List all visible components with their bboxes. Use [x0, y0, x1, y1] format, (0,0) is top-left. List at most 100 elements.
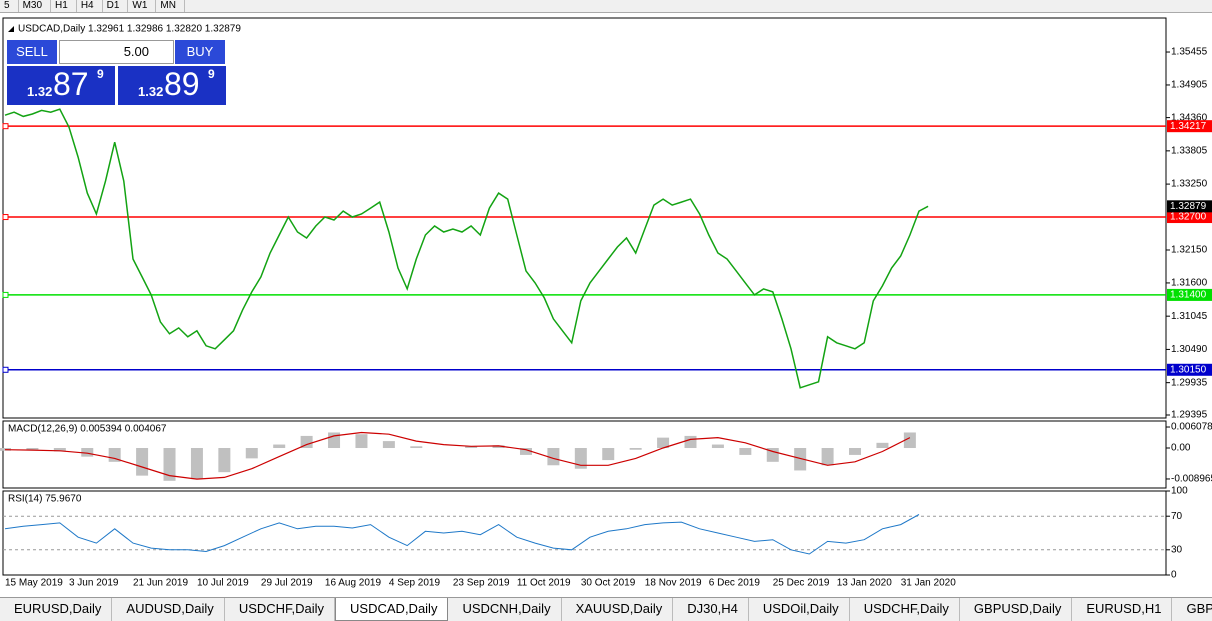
y-tick-label: 100 [1171, 486, 1188, 497]
chart-tab[interactable]: DJ30,H4 [673, 598, 749, 621]
macd-bar [876, 442, 889, 449]
timeframe-button[interactable]: MN [156, 0, 185, 12]
timeframe-button[interactable]: D1 [103, 0, 129, 12]
y-tick-label: 1.34360 [1171, 112, 1208, 123]
chart-tab[interactable]: USDCHF,Daily [225, 598, 336, 621]
macd-bar [492, 445, 505, 449]
y-tick-label: 30 [1171, 544, 1183, 555]
level-tag [1167, 120, 1212, 133]
x-tick-label: 23 Sep 2019 [453, 578, 510, 589]
macd-bar [136, 448, 149, 476]
x-tick-label: 30 Oct 2019 [581, 578, 636, 589]
level-label: 1.31400 [1170, 290, 1207, 301]
ask-quote[interactable]: 1.32 89 9 [118, 66, 226, 105]
macd-bar [519, 448, 532, 455]
chart-tab[interactable]: GBPUSD,Daily [960, 598, 1073, 621]
macd-panel [2, 420, 1167, 489]
x-tick-label: 15 May 2019 [5, 578, 63, 589]
level-tag [1167, 363, 1212, 376]
ask-big: 1.32 [138, 84, 164, 99]
chart-tab[interactable]: EURUSD,H1 [1072, 598, 1173, 621]
y-tick-label: 0.00 [1171, 443, 1191, 454]
bid-big: 1.32 [27, 84, 53, 99]
macd-bar [547, 448, 560, 466]
chart-tab[interactable]: EURUSD,Daily [0, 598, 113, 621]
bid-quote[interactable]: 1.32 87 9 [7, 66, 115, 105]
macd-bar [410, 446, 423, 449]
y-tick-label: 1.31045 [1171, 311, 1208, 322]
macd-bar [163, 448, 176, 481]
y-tick-label: 1.32150 [1171, 245, 1208, 256]
rsi-line [4, 514, 920, 555]
x-tick-label: 10 Jul 2019 [197, 578, 249, 589]
chart-window: USDCAD,Daily 1.32961 1.32986 1.32820 1.3… [0, 17, 1212, 589]
y-tick-label: 1.29935 [1171, 377, 1208, 388]
y-tick-label: -0.008965 [1171, 474, 1212, 485]
macd-bar [81, 448, 94, 457]
chart-tab[interactable]: USDCHF,Daily [850, 598, 960, 621]
x-tick-label: 3 Jun 2019 [69, 578, 119, 589]
y-tick-label: 1.33805 [1171, 145, 1208, 156]
macd-bar [711, 444, 724, 449]
macd-bar [245, 448, 258, 459]
last-price-label: 1.32879 [1170, 201, 1207, 212]
y-tick-label: 1.35455 [1171, 47, 1208, 58]
chart-tab[interactable]: USDCNH,Daily [448, 598, 562, 621]
level-label: 1.30150 [1170, 364, 1207, 375]
chart-tab[interactable]: GBPAUD,H1 [1172, 598, 1212, 621]
macd-title: MACD(12,26,9) 0.005394 0.004067 [8, 424, 167, 435]
level-tag [1167, 288, 1212, 301]
macd-bar [629, 448, 642, 450]
bid-main: 87 [53, 66, 89, 102]
macd-bar [849, 448, 862, 455]
one-click-trading: SELL 5.00 BUY 1.32 87 9 1.32 89 9 [7, 40, 226, 105]
macd-bar [657, 437, 670, 449]
panel-arrow [8, 26, 14, 32]
x-tick-label: 29 Jul 2019 [261, 578, 313, 589]
volume: 5.00 [123, 44, 149, 59]
timeframe-button[interactable]: 5 [0, 0, 19, 12]
timeframe-button[interactable]: H4 [77, 0, 103, 12]
macd-bar [574, 448, 587, 469]
macd-bar [355, 434, 368, 449]
chart-title: USDCAD,Daily 1.32961 1.32986 1.32820 1.3… [18, 24, 241, 35]
level-tag [1167, 211, 1212, 224]
ask-main: 89 [164, 66, 200, 102]
x-tick-label: 13 Jan 2020 [837, 578, 892, 589]
chart-tab[interactable]: XAUUSD,Daily [562, 598, 674, 621]
x-tick-label: 6 Dec 2019 [709, 578, 761, 589]
y-tick-label: 1.34905 [1171, 80, 1208, 91]
bid-sup: 9 [97, 67, 104, 81]
macd-bar [794, 448, 807, 471]
x-tick-label: 21 Jun 2019 [133, 578, 188, 589]
chart-tabs: EURUSD,Daily AUDUSD,Daily USDCHF,Daily USDC… [0, 597, 1212, 621]
timeframe-toolbar: 5 M30 H1 H4 D1 W1 MN [0, 0, 1212, 13]
last-price-tag [1167, 200, 1212, 213]
timeframe-button[interactable]: M30 [19, 0, 52, 12]
level-marker [2, 123, 9, 130]
volume-input[interactable]: 5.00 [59, 40, 174, 64]
chart-tab[interactable]: AUDUSD,Daily [112, 598, 225, 621]
ask-sup: 9 [208, 67, 215, 81]
macd-bar [273, 444, 286, 449]
timeframe-button[interactable]: H1 [51, 0, 77, 12]
macd-bar [766, 448, 779, 462]
sell-button[interactable]: SELL [7, 40, 57, 64]
level-marker [2, 214, 9, 221]
close-line [4, 108, 929, 389]
buy-button[interactable]: BUY [175, 40, 225, 64]
timeframe-button[interactable]: W1 [128, 0, 157, 12]
y-tick-label: 0.006078 [1171, 422, 1212, 433]
level-marker [2, 366, 9, 373]
chart-tab[interactable]: USDOil,Daily [749, 598, 850, 621]
level-marker [2, 291, 9, 298]
y-tick-label: 1.29395 [1171, 410, 1208, 421]
x-tick-label: 25 Dec 2019 [773, 578, 830, 589]
macd-bar [903, 432, 916, 449]
rsi-panel [2, 490, 1167, 576]
y-tick-label: 1.33250 [1171, 179, 1208, 190]
chart-tab[interactable]: USDCAD,Daily [335, 598, 449, 621]
macd-bar [684, 435, 697, 449]
x-tick-label: 16 Aug 2019 [325, 578, 382, 589]
signal-line [4, 431, 911, 480]
